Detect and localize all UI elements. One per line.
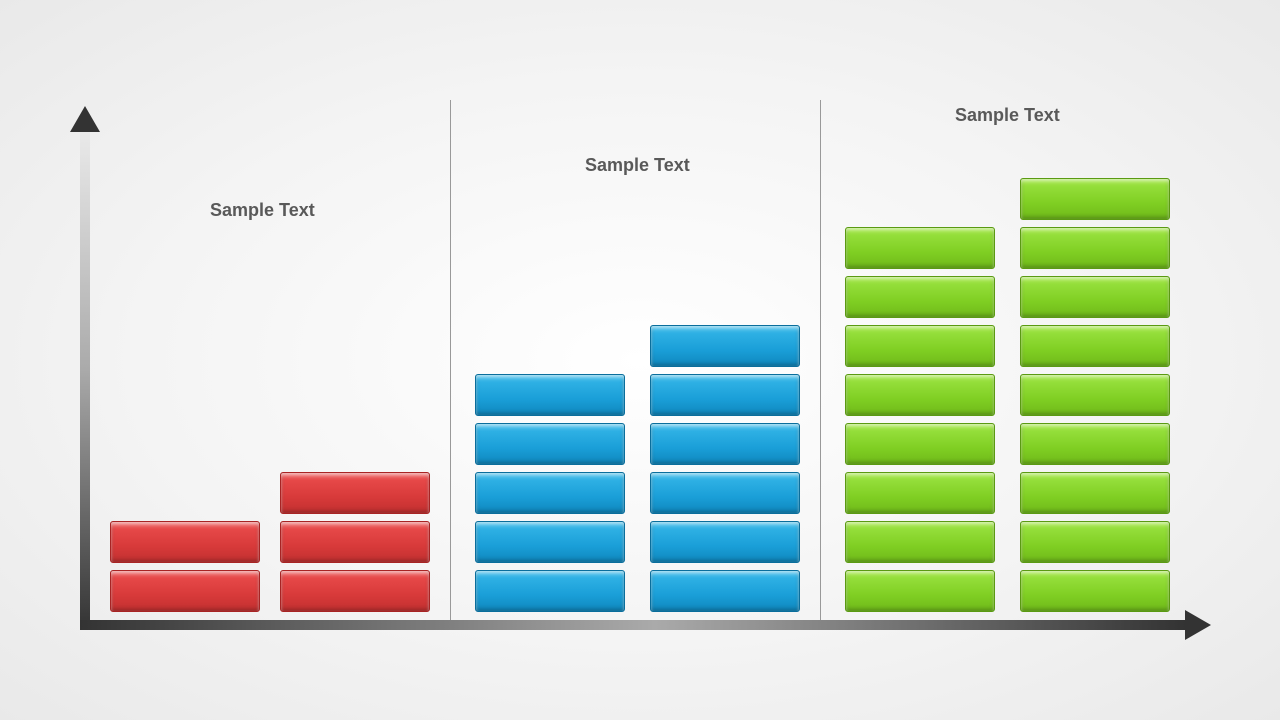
block xyxy=(475,423,625,465)
block xyxy=(1020,423,1170,465)
section-label: Sample Text xyxy=(585,155,690,176)
block xyxy=(475,374,625,416)
y-axis-arrow-icon xyxy=(70,106,100,132)
bar-column xyxy=(845,227,995,620)
block xyxy=(1020,276,1170,318)
section-divider xyxy=(450,100,451,620)
y-axis xyxy=(80,130,90,630)
block xyxy=(280,570,430,612)
bar-column xyxy=(280,472,430,620)
block xyxy=(1020,521,1170,563)
block xyxy=(650,423,800,465)
x-axis-arrow-icon xyxy=(1185,610,1211,640)
block xyxy=(110,570,260,612)
block xyxy=(475,521,625,563)
block xyxy=(280,472,430,514)
block xyxy=(1020,178,1170,220)
chart-plot-area: Sample Text Sample Text Sample Text xyxy=(80,100,1210,630)
block xyxy=(650,472,800,514)
bar-column xyxy=(650,325,800,620)
bar-column xyxy=(475,374,625,620)
block xyxy=(845,521,995,563)
bar-column xyxy=(110,521,260,620)
block xyxy=(650,570,800,612)
section-divider xyxy=(820,100,821,620)
block xyxy=(845,325,995,367)
block xyxy=(1020,325,1170,367)
block xyxy=(650,374,800,416)
block xyxy=(475,472,625,514)
block xyxy=(1020,570,1170,612)
block xyxy=(845,374,995,416)
block xyxy=(110,521,260,563)
block xyxy=(845,570,995,612)
block xyxy=(845,472,995,514)
section-label: Sample Text xyxy=(955,105,1060,126)
bar-column xyxy=(1020,178,1170,620)
block xyxy=(280,521,430,563)
block xyxy=(650,521,800,563)
block xyxy=(1020,227,1170,269)
block xyxy=(1020,374,1170,416)
block xyxy=(1020,472,1170,514)
block xyxy=(845,227,995,269)
block xyxy=(475,570,625,612)
x-axis xyxy=(80,620,1185,630)
section-label: Sample Text xyxy=(210,200,315,221)
block xyxy=(845,276,995,318)
block xyxy=(845,423,995,465)
block xyxy=(650,325,800,367)
